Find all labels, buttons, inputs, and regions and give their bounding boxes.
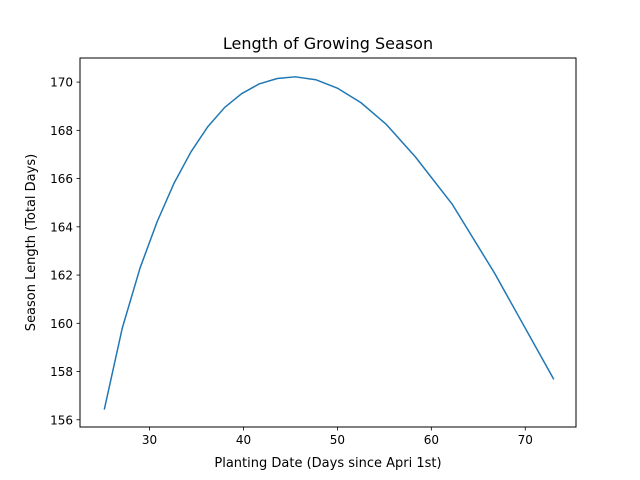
x-tick-label: 60 [424,433,439,447]
x-tick-label: 40 [236,433,251,447]
tick-layer: 30 40 50 60 70 156 158 160 162 164 166 168 170 [50,76,533,447]
y-tick-label: 164 [50,220,73,234]
chart-title: Length of Growing Season [223,34,433,53]
x-tick-label: 70 [518,433,533,447]
y-tick-label: 160 [50,317,73,331]
y-tick-label: 156 [50,413,73,427]
axes-frame [79,57,577,428]
y-tick-label: 162 [50,269,73,283]
y-tick-label: 158 [50,365,73,379]
series-line-0 [103,76,555,410]
x-tick-label: 30 [142,433,157,447]
plot-layer [103,76,555,410]
y-tick-label: 168 [50,124,73,138]
y-tick-label: 166 [50,172,73,186]
x-tick-label: 50 [330,433,345,447]
y-axis-label: Season Length (Total Days) [24,154,39,331]
y-tick-label: 170 [50,76,73,90]
x-axis-label: Planting Date (Days since Apri 1st) [214,456,441,471]
